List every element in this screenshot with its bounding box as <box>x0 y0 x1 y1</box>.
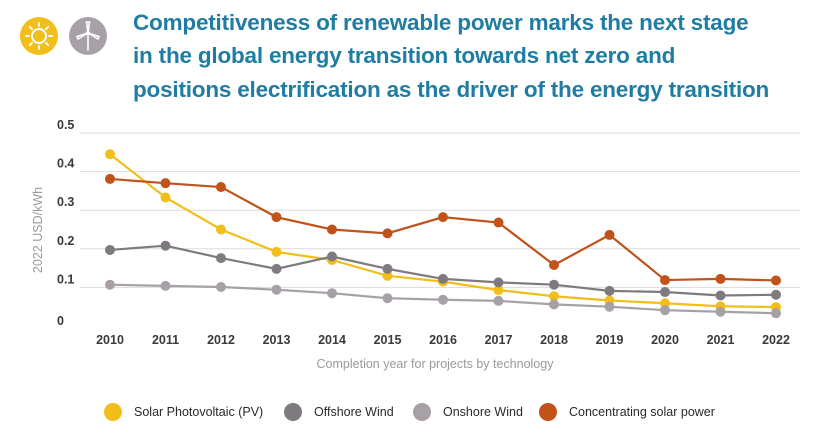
data-point <box>271 246 282 257</box>
chart-title-line-3: positions electrification as the driver … <box>133 77 770 102</box>
grid-lines <box>80 132 800 288</box>
legend-marker-onshore-wind <box>413 403 431 421</box>
legend-item-offshore-wind: Offshore Wind <box>284 403 394 421</box>
chart-title-line-2: in the global energy transition towards … <box>133 43 676 68</box>
data-point <box>160 280 171 291</box>
legend-marker-csp <box>539 403 557 421</box>
data-point <box>549 299 559 310</box>
data-point <box>382 270 393 281</box>
legend-label-solar-pv: Solar Photovoltaic (PV) <box>134 405 264 419</box>
data-point <box>216 282 226 293</box>
legend-label-onshore-wind: Onshore Wind <box>443 405 523 419</box>
data-point <box>549 260 559 271</box>
x-tick-label: 2013 <box>263 333 291 347</box>
data-point <box>771 275 781 286</box>
data-point <box>105 244 115 255</box>
data-point <box>493 285 504 296</box>
data-point <box>660 305 670 316</box>
legend-item-onshore-wind: Onshore Wind <box>413 403 523 421</box>
data-point <box>160 192 171 203</box>
series-lines <box>109 153 777 315</box>
y-tick-label: 0.2 <box>57 234 74 248</box>
data-point <box>493 295 504 306</box>
x-tick-label: 2016 <box>429 333 457 347</box>
data-point <box>216 224 226 235</box>
data-point <box>771 308 781 319</box>
data-point <box>271 212 282 223</box>
legend-item-solar-pv: Solar Photovoltaic (PV) <box>104 403 263 421</box>
y-tick-label: 0.1 <box>57 272 74 286</box>
data-point <box>660 298 670 309</box>
sun-icon <box>20 17 58 55</box>
data-point <box>549 291 559 302</box>
data-point <box>271 263 282 274</box>
x-tick-label: 2020 <box>651 333 679 347</box>
legend-marker-offshore-wind <box>284 403 302 421</box>
x-tick-label: 2011 <box>152 333 179 347</box>
legend: Solar Photovoltaic (PV) Offshore Wind On… <box>0 403 823 431</box>
y-tick-label: 0.5 <box>57 118 74 132</box>
data-point <box>105 279 115 290</box>
x-tick-label: 2018 <box>540 333 568 347</box>
data-point <box>271 284 282 295</box>
data-point <box>438 212 448 223</box>
data-point <box>382 263 393 274</box>
data-point <box>105 173 115 184</box>
x-tick-label: 2022 <box>762 333 790 347</box>
data-point <box>216 253 226 264</box>
legend-label-csp: Concentrating solar power <box>569 405 715 419</box>
data-point <box>604 229 615 240</box>
x-tick-label: 2014 <box>318 333 346 347</box>
data-point <box>604 301 615 312</box>
data-point <box>660 275 670 286</box>
line-chart: 00.10.20.30.40.5 2010 2011 2012 2013 2014 201… <box>31 118 800 371</box>
x-tick-label: 2015 <box>374 333 402 347</box>
data-point <box>660 287 670 298</box>
data-point <box>382 228 393 239</box>
x-tick-label: 2017 <box>485 333 513 347</box>
x-tick-label: 2010 <box>96 333 124 347</box>
y-tick-labels: 0 0.1 0.2 0.3 0.4 0.5 <box>57 118 74 328</box>
data-point <box>216 182 226 193</box>
data-point <box>549 279 559 290</box>
legend-marker-solar-pv <box>104 403 122 421</box>
data-point <box>604 285 615 296</box>
x-tick-label: 2012 <box>207 333 235 347</box>
data-point <box>105 149 115 160</box>
data-point <box>160 240 171 251</box>
x-tick-label: 2019 <box>596 333 624 347</box>
data-point <box>715 290 726 301</box>
y-axis-label: 2022 USD/kWh <box>31 187 45 273</box>
data-point <box>715 306 726 317</box>
data-point <box>160 178 171 189</box>
chart-title-line-1: Competitiveness of renewable power marks… <box>133 10 749 35</box>
legend-item-csp: Concentrating solar power <box>539 403 715 421</box>
series-line-3 <box>109 177 777 282</box>
data-point <box>438 294 448 305</box>
data-point <box>715 273 726 284</box>
y-tick-label: 0.4 <box>57 157 74 171</box>
x-axis-label: Completion year for projects by technolo… <box>317 357 555 371</box>
legend-label-offshore-wind: Offshore Wind <box>314 405 394 419</box>
y-tick-label: 0 <box>57 314 64 328</box>
data-point <box>771 289 781 300</box>
series-line-1 <box>109 244 777 297</box>
data-point <box>327 288 337 299</box>
data-point <box>382 293 393 304</box>
x-tick-labels: 2010 2011 2012 2013 2014 2015 2016 2017 2018 2019… <box>96 333 790 347</box>
series-markers <box>105 149 781 319</box>
x-tick-label: 2021 <box>707 333 735 347</box>
data-point <box>327 251 337 262</box>
y-tick-label: 0.3 <box>57 195 74 209</box>
data-point <box>493 277 504 288</box>
data-point <box>438 273 448 284</box>
wind-turbine-icon <box>69 17 107 55</box>
data-point <box>493 217 504 228</box>
data-point <box>327 224 337 235</box>
